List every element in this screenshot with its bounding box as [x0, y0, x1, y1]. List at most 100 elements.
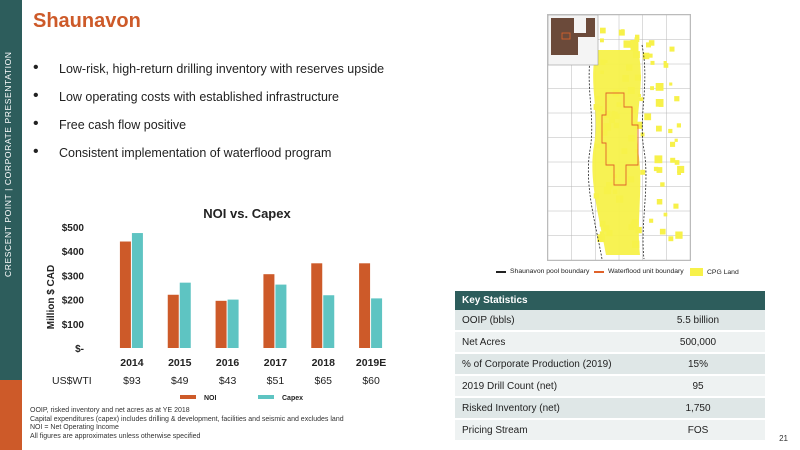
legend-label-noi: NOI: [204, 395, 217, 402]
y-tick-label: $-: [75, 344, 84, 355]
x-tick-label: 2014: [120, 357, 144, 369]
bullet-item: Consistent implementation of waterflood …: [33, 143, 384, 174]
page-title: Shaunavon: [33, 10, 141, 32]
table-header: Key Statistics: [455, 291, 765, 310]
bar-capex: [323, 295, 335, 348]
bar-capex: [371, 298, 383, 348]
legend-land-label: CPG Land: [707, 268, 739, 276]
stat-value: 500,000: [631, 331, 765, 354]
bar-capex: [227, 299, 239, 348]
land-swatch: [690, 268, 703, 276]
stat-label: Risked Inventory (net): [455, 397, 631, 420]
land-parcel: [669, 82, 673, 86]
land-parcel: [668, 236, 674, 242]
pool-swatch: [496, 270, 506, 273]
pool-boundary-east: [641, 44, 647, 260]
bullet-item: Free cash flow positive: [33, 115, 384, 146]
land-parcel: [675, 231, 683, 239]
wti-value: $65: [314, 375, 332, 387]
footnote: All figures are approximates unless othe…: [30, 432, 201, 440]
footnotes: OOIP, risked inventory and net acres as …: [30, 407, 344, 441]
land-parcel: [600, 38, 604, 43]
legend-land: CPG Land: [690, 268, 739, 276]
land-parcel: [677, 171, 681, 175]
land-parcel: [670, 141, 676, 147]
footnote: Capital expenditures (capex) includes dr…: [30, 415, 344, 423]
y-axis-label: Million $ CAD: [46, 265, 57, 329]
bar-noi: [263, 274, 275, 348]
stat-label: 2019 Drill Count (net): [455, 375, 631, 398]
waterflood-boundary: [601, 92, 639, 186]
page-number: 21: [779, 434, 788, 443]
land-parcel: [635, 34, 640, 40]
table-row: Net Acres 500,000: [455, 331, 765, 354]
land-parcel: [674, 160, 680, 165]
land-parcel: [660, 182, 665, 187]
sidebar-text: CRESCENT POINT | CORPORATE PRESENTATION: [3, 51, 13, 277]
sidebar: CRESCENT POINT | CORPORATE PRESENTATION: [0, 0, 22, 450]
wti-value: $51: [267, 375, 285, 387]
legend-pool: Shaunavon pool boundary: [496, 268, 589, 275]
x-tick-label: 2018: [312, 357, 336, 369]
key-statistics-table: Key Statistics OOIP (bbls) 5.5 billion Ne…: [455, 291, 765, 442]
land-parcel: [663, 212, 668, 217]
bar-noi: [167, 294, 179, 348]
land-parcel: [670, 157, 676, 163]
bullet-list: Low-risk, high-return drilling inventory…: [33, 59, 384, 174]
land-parcel: [656, 167, 663, 173]
land-parcel: [674, 138, 678, 142]
x-tick-label: 2016: [216, 357, 240, 369]
table-row: OOIP (bbls) 5.5 billion: [455, 310, 765, 332]
stat-value: 95: [631, 375, 765, 398]
footnote: NOI = Net Operating Income: [30, 424, 119, 431]
stat-label: % of Corporate Production (2019): [455, 353, 631, 376]
wti-value: $93: [123, 375, 141, 387]
stat-label: Net Acres: [455, 331, 631, 354]
x-tick-label: 2019E: [356, 357, 386, 369]
stat-value: FOS: [631, 419, 765, 442]
land-parcel: [656, 199, 663, 205]
y-tick-label: $500: [62, 223, 85, 234]
land-parcel: [663, 61, 667, 65]
land-parcel: [630, 40, 639, 48]
wti-value: $49: [171, 375, 189, 387]
wti-value: $60: [362, 375, 380, 387]
land-parcel: [669, 46, 675, 52]
y-tick-label: $100: [62, 320, 85, 331]
y-tick-label: $300: [62, 271, 85, 282]
bullet-item: Low-risk, high-return drilling inventory…: [33, 59, 384, 90]
bar-noi: [119, 241, 131, 348]
legend-waterflood-label: Waterflood unit boundary: [608, 268, 684, 275]
land-parcel: [618, 29, 625, 36]
x-tick-label: 2015: [168, 357, 192, 369]
land-parcel: [676, 123, 681, 128]
cpg-land-area: [592, 50, 641, 255]
stat-label: OOIP (bbls): [455, 310, 631, 332]
land-parcel: [634, 37, 640, 43]
land-parcel: [673, 203, 679, 209]
land-parcel: [646, 42, 651, 48]
bar-capex: [179, 282, 191, 348]
stat-label: Pricing Stream: [455, 419, 631, 442]
land-parcel: [663, 63, 669, 68]
x-tick-label: 2017: [264, 357, 288, 369]
land-parcel: [644, 113, 652, 121]
legend-swatch-noi: [180, 395, 196, 399]
chart-title: NOI vs. Capex: [203, 206, 291, 221]
land-parcel: [623, 40, 631, 48]
inset-highlight: [561, 32, 571, 40]
stat-value: 15%: [631, 353, 765, 376]
wti-value: $43: [219, 375, 237, 387]
bar-noi: [215, 300, 227, 348]
land-parcel: [668, 128, 673, 134]
land-parcel: [659, 228, 666, 235]
land-parcel: [600, 27, 606, 34]
bullet-item: Low operating costs with established inf…: [33, 87, 384, 118]
stat-value: 1,750: [631, 397, 765, 420]
legend-pool-label: Shaunavon pool boundary: [510, 268, 590, 275]
inset-region: [551, 18, 595, 55]
legend-label-capex: Capex: [282, 395, 303, 402]
sidebar-accent: [0, 380, 22, 450]
land-parcel: [654, 155, 663, 164]
table-row: Risked Inventory (net) 1,750: [455, 397, 765, 420]
